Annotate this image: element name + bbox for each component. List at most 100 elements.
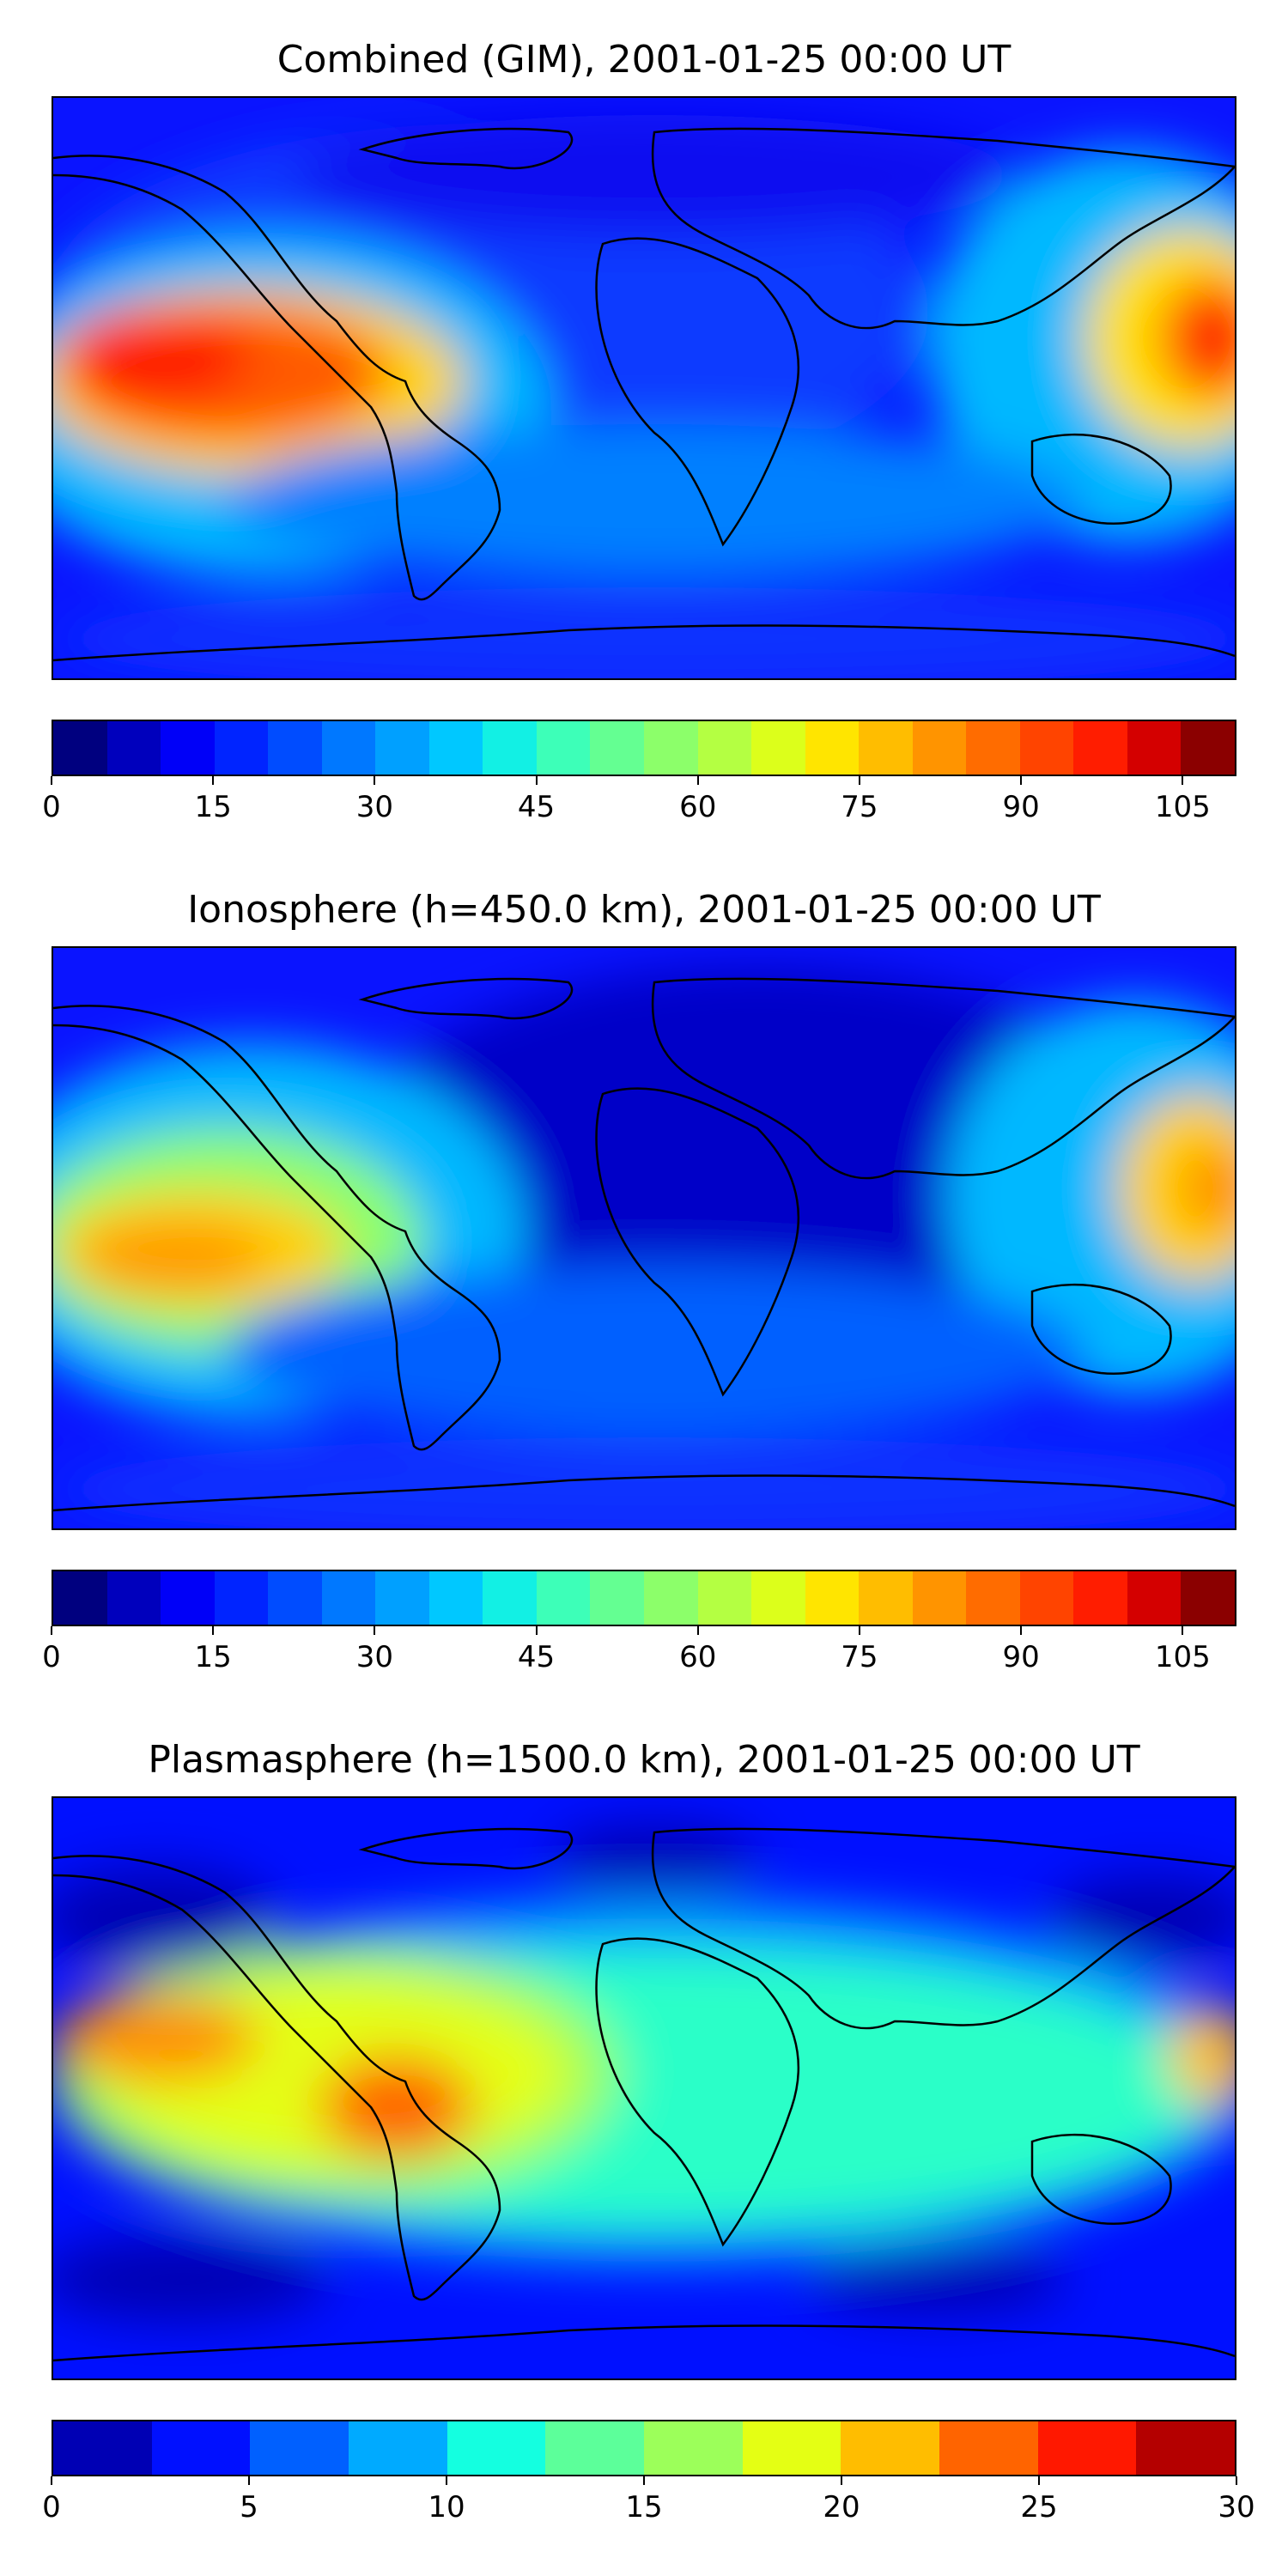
colorbar-segment [1019,1571,1074,1625]
colorbar [52,720,1236,776]
colorbar-tick [858,1626,860,1635]
colorbar-segment [912,1571,967,1625]
colorbar-segment [161,1571,215,1625]
colorbar-tick [51,776,52,785]
colorbar-tick-label: 105 [1154,1640,1211,1674]
colorbar-segment [447,2421,546,2475]
colorbar-tick-label: 5 [240,2490,258,2524]
colorbar-tick-label: 75 [841,1640,878,1674]
tec-map-combined [52,96,1236,680]
colorbar-tick-label: 15 [194,1640,232,1674]
colorbar-segment [214,721,269,775]
colorbar-segment [805,1571,860,1625]
colorbar-tick [248,2476,250,2485]
colorbar-segment [939,2421,1038,2475]
colorbar-segment [536,721,591,775]
colorbar-segment [53,1571,107,1625]
colorbar-segment [644,2421,743,2475]
colorbar-segment [1181,721,1236,775]
colorbar-segment [268,1571,322,1625]
colorbar-segment [151,2421,251,2475]
colorbar-tick [535,1626,538,1635]
colorbar-ticks: 0 15 30 45 60 75 90 105 [42,1626,1236,1678]
panel-title: Plasmasphere (h=1500.0 km), 2001-01-25 0… [148,1738,1140,1782]
colorbar-segment [483,1571,537,1625]
colorbar-segment [1181,1571,1236,1625]
colorbar-tick-label: 105 [1154,790,1211,824]
colorbar-tick [212,1626,215,1635]
colorbar-tick-label: 60 [679,790,717,824]
colorbar-segment [1127,721,1182,775]
colorbar-tick-label: 90 [1002,790,1040,824]
colorbar-ticks: 0 5 10 15 20 25 30 [42,2476,1255,2528]
colorbar-tick-label: 75 [841,790,878,824]
colorbar-segment [321,721,376,775]
colorbar-tick [1182,776,1184,785]
colorbar-ticks: 0 15 30 45 60 75 90 105 [42,776,1236,828]
colorbar-segment [250,2421,349,2475]
colorbar-segment [545,2421,645,2475]
colorbar-tick-label: 0 [42,1640,61,1674]
colorbar-tick-label: 20 [823,2490,860,2524]
colorbar-segment [966,1571,1020,1625]
colorbar-segment [349,2421,447,2475]
colorbar-segment [53,2421,152,2475]
colorbar-tick-label: 0 [42,2490,61,2524]
colorbar-tick [696,1626,699,1635]
colorbar-segment [805,721,860,775]
map-image [53,948,1235,1528]
colorbar-segment [161,721,215,775]
colorbar-tick [1020,776,1023,785]
colorbar-segment [1127,1571,1182,1625]
colorbar-tick [446,2476,447,2485]
colorbar-tick [535,776,538,785]
colorbar-segment [428,721,483,775]
colorbar-tick [51,1626,52,1635]
colorbar-tick [1020,1626,1023,1635]
colorbar-segment [375,1571,429,1625]
colorbar-tick [374,776,376,785]
colorbar-tick-label: 15 [194,790,232,824]
colorbar-tick [1182,1626,1184,1635]
tec-map-plasmasphere [52,1796,1236,2380]
colorbar-segment [1037,2421,1137,2475]
colorbar-segment [106,721,161,775]
colorbar-segment [644,1571,698,1625]
colorbar-segment [321,1571,376,1625]
colorbar-segment [1073,1571,1127,1625]
colorbar-tick [51,2476,52,2485]
colorbar [52,1570,1236,1626]
colorbar-segment [1073,721,1127,775]
colorbar-segment [375,721,429,775]
colorbar-tick-label: 0 [42,790,61,824]
colorbar-tick-label: 45 [517,1640,556,1674]
colorbar-segment [1019,721,1074,775]
colorbar-tick [643,2476,645,2485]
panel-title: Ionosphere (h=450.0 km), 2001-01-25 00:0… [187,888,1101,932]
colorbar-segment [697,1571,752,1625]
map-image [53,1798,1235,2379]
colorbar-tick-label: 30 [355,1640,393,1674]
tec-map-ionosphere [52,946,1236,1530]
colorbar-segment [697,721,752,775]
colorbar-tick [696,776,699,785]
colorbar-tick-label: 30 [355,790,393,824]
colorbar-tick [841,2476,842,2485]
colorbar-segment [859,1571,913,1625]
colorbar-tick-label: 60 [679,1640,717,1674]
colorbar [52,2420,1236,2476]
colorbar-segment [536,1571,591,1625]
colorbar-segment [751,1571,805,1625]
colorbar-tick-label: 15 [625,2490,663,2524]
colorbar-segment [268,721,322,775]
map-image [53,98,1235,678]
colorbar-segment [644,721,698,775]
colorbar-tick-label: 30 [1218,2490,1255,2524]
colorbar-tick-label: 90 [1002,1640,1040,1674]
colorbar-tick-label: 45 [517,790,556,824]
colorbar-segment [841,2421,940,2475]
colorbar-tick [1236,2476,1237,2485]
colorbar-segment [859,721,913,775]
colorbar-tick [212,776,215,785]
colorbar-segment [590,721,645,775]
